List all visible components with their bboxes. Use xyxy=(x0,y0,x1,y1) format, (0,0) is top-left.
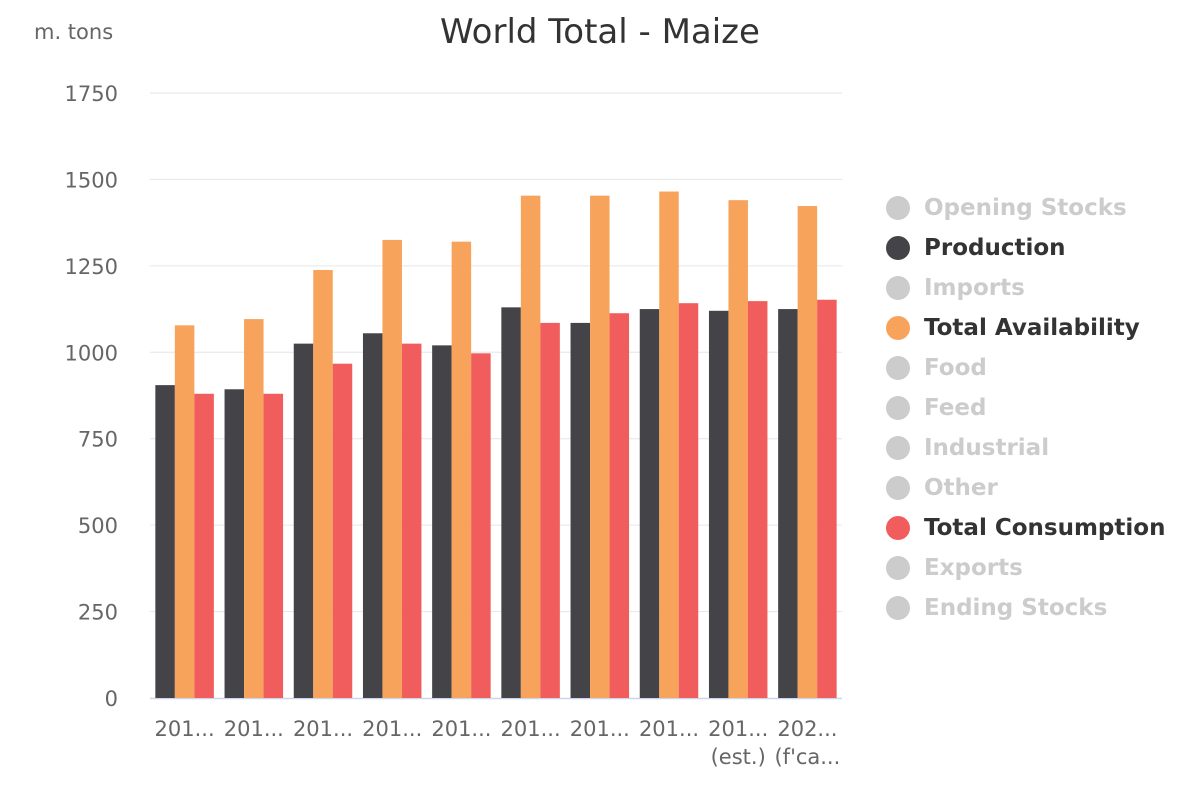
legend-marker-icon xyxy=(886,196,910,220)
x-tick-label: (f'ca... xyxy=(774,745,840,769)
legend-item[interactable]: Opening Stocks xyxy=(886,188,1165,228)
bar xyxy=(224,389,245,698)
bar xyxy=(451,241,472,698)
y-tick-label: 750 xyxy=(78,428,118,452)
x-tick-label: 201... xyxy=(708,717,768,741)
bar xyxy=(401,343,422,698)
bar xyxy=(244,319,264,698)
legend-item[interactable]: Industrial xyxy=(886,428,1165,468)
x-tick-label: 201... xyxy=(501,717,561,741)
legend-marker-icon xyxy=(886,596,910,620)
bar xyxy=(778,309,798,698)
x-tick-label: 201... xyxy=(570,717,630,741)
legend-item-label: Feed xyxy=(924,395,987,421)
legend-marker-icon xyxy=(886,436,910,460)
x-tick-label: 201... xyxy=(224,717,284,741)
bar xyxy=(728,200,748,698)
x-tick-label: (est.) xyxy=(711,745,766,769)
bar xyxy=(659,191,679,698)
bar xyxy=(432,345,452,698)
legend-item[interactable]: Imports xyxy=(886,268,1165,308)
y-tick-label: 500 xyxy=(78,514,118,538)
legend-marker-icon xyxy=(886,396,910,420)
bar xyxy=(174,325,195,698)
legend-item[interactable]: Exports xyxy=(886,548,1165,588)
bar xyxy=(797,206,818,698)
bar xyxy=(471,353,491,698)
bar xyxy=(540,322,560,698)
legend-item-label: Total Availability xyxy=(924,315,1140,341)
legend-marker-icon xyxy=(886,516,910,540)
bar xyxy=(609,313,630,698)
bar xyxy=(678,303,699,698)
bar xyxy=(590,195,610,699)
legend-item[interactable]: Total Availability xyxy=(886,308,1165,348)
legend-item[interactable]: Production xyxy=(886,228,1165,268)
x-tick-label: 201... xyxy=(155,717,215,741)
legend-item-label: Total Consumption xyxy=(924,515,1166,541)
bar xyxy=(313,270,333,698)
legend-item[interactable]: Ending Stocks xyxy=(886,588,1165,628)
chart-title: World Total - Maize xyxy=(440,12,760,52)
x-tick-label: 201... xyxy=(639,717,699,741)
bar xyxy=(747,301,768,698)
legend-item[interactable]: Feed xyxy=(886,388,1165,428)
legend-marker-icon xyxy=(886,476,910,500)
legend-item[interactable]: Other xyxy=(886,468,1165,508)
y-tick-label: 1500 xyxy=(65,168,118,192)
x-tick-label: 201... xyxy=(362,717,422,741)
bar xyxy=(332,363,353,698)
legend-item-label: Industrial xyxy=(924,435,1050,461)
legend-item-label: Food xyxy=(924,355,987,381)
legend-item-label: Other xyxy=(924,475,998,501)
y-axis-unit-label: m. tons xyxy=(34,20,114,44)
bar xyxy=(194,393,214,698)
bar xyxy=(155,385,175,698)
legend-item-label: Opening Stocks xyxy=(924,195,1127,221)
legend-marker-icon xyxy=(886,316,910,340)
legend-item-label: Imports xyxy=(924,275,1025,301)
bar xyxy=(520,195,541,699)
legend-marker-icon xyxy=(886,276,910,300)
x-tick-label: 202... xyxy=(777,717,837,741)
bar xyxy=(817,299,837,698)
legend-item-label: Exports xyxy=(924,555,1023,581)
bar xyxy=(501,307,521,698)
bar xyxy=(708,310,729,698)
bar xyxy=(570,322,591,698)
y-tick-label: 1000 xyxy=(65,341,118,365)
y-tick-label: 1750 xyxy=(65,82,118,106)
bar xyxy=(293,343,314,698)
y-tick-label: 0 xyxy=(105,687,118,711)
legend-marker-icon xyxy=(886,356,910,380)
bar xyxy=(263,393,284,698)
x-tick-label: 201... xyxy=(293,717,353,741)
legend-item[interactable]: Food xyxy=(886,348,1165,388)
legend-item-label: Production xyxy=(924,235,1066,261)
bar xyxy=(639,309,660,698)
legend-item-label: Ending Stocks xyxy=(924,595,1108,621)
y-tick-label: 250 xyxy=(78,601,118,625)
y-tick-label: 1250 xyxy=(65,255,118,279)
legend: Opening Stocks Production Imports Total Ava… xyxy=(886,188,1165,628)
legend-marker-icon xyxy=(886,556,910,580)
bar xyxy=(382,239,402,698)
legend-item[interactable]: Total Consumption xyxy=(886,508,1165,548)
legend-marker-icon xyxy=(886,236,910,260)
x-tick-label: 201... xyxy=(431,717,491,741)
bar xyxy=(362,333,383,698)
